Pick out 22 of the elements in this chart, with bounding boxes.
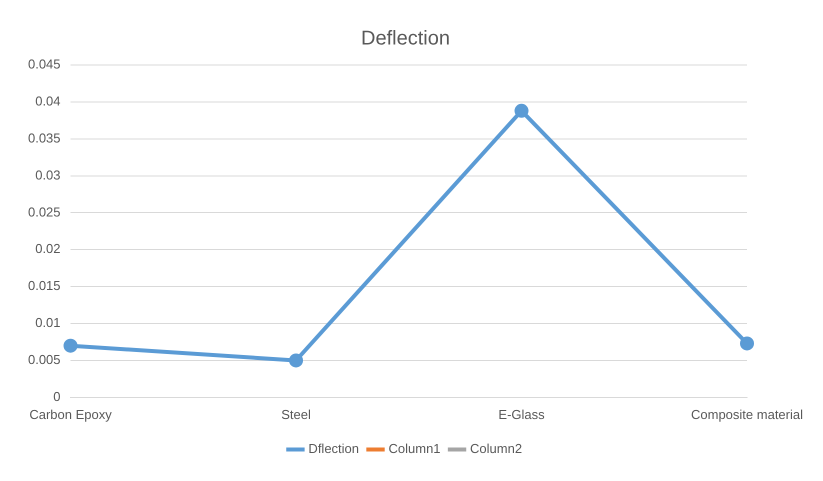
y-tick-label: 0.035 xyxy=(28,130,61,146)
y-tick-label: 0.045 xyxy=(28,56,61,72)
point xyxy=(289,353,304,368)
point xyxy=(740,336,754,350)
x-tick-label: Composite material xyxy=(691,406,804,422)
chart-title: Deflection xyxy=(361,28,450,50)
point xyxy=(64,338,78,353)
x-tick-label: Steel xyxy=(281,406,311,422)
y-tick-label: 0.025 xyxy=(28,204,61,220)
point xyxy=(514,104,529,118)
legend-label: Column2 xyxy=(470,441,522,456)
y-tick-label: 0.04 xyxy=(35,94,61,109)
legend-label: Dflection xyxy=(308,441,360,456)
y-tick-label: 0.03 xyxy=(35,167,61,182)
legend-label: Column1 xyxy=(388,441,441,456)
y-tick-label: 0 xyxy=(53,388,61,404)
y-tick-label: 0.005 xyxy=(28,352,61,368)
y-tick-label: 0.02 xyxy=(35,241,61,256)
y-tick-label: 0.015 xyxy=(28,278,61,294)
y-tick-label: 0.01 xyxy=(35,315,61,330)
x-tick-label: Carbon Epoxy xyxy=(29,406,112,422)
x-tick-label: E-Glass xyxy=(498,406,546,422)
